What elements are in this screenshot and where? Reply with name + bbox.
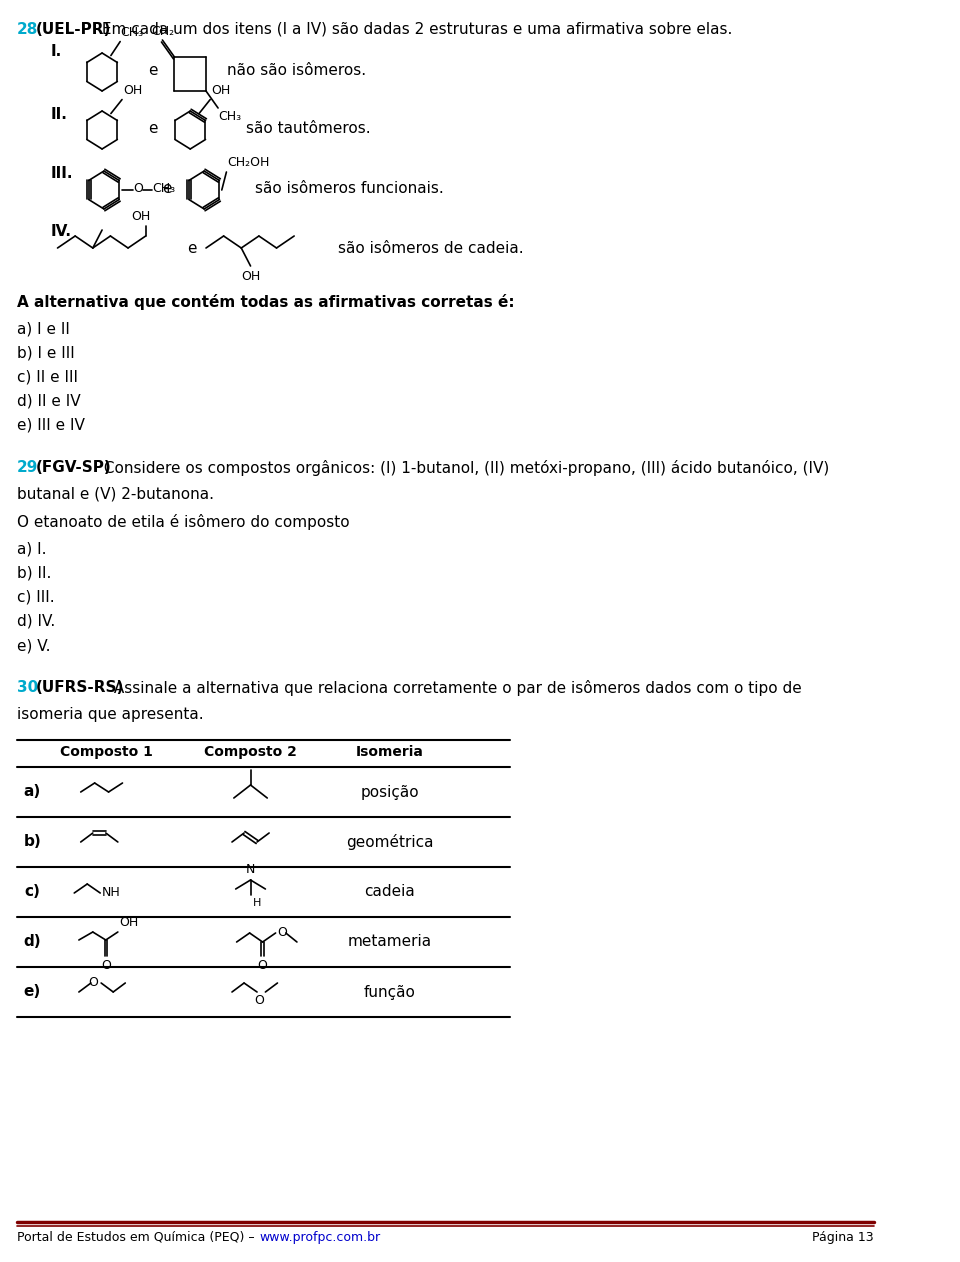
Text: O: O xyxy=(88,977,98,989)
Text: 29: 29 xyxy=(16,461,38,475)
Text: e: e xyxy=(187,241,197,256)
Text: OH: OH xyxy=(211,83,230,97)
Text: OH: OH xyxy=(120,916,139,929)
Text: II.: II. xyxy=(51,107,68,122)
Text: (UFRS-RS): (UFRS-RS) xyxy=(36,680,124,695)
Text: d): d) xyxy=(24,934,41,949)
Text: A alternativa que contém todas as afirmativas corretas é:: A alternativa que contém todas as afirma… xyxy=(16,294,515,310)
Text: não são isômeros.: não são isômeros. xyxy=(228,63,367,78)
Text: a) I.: a) I. xyxy=(16,541,46,557)
Text: Portal de Estudos em Química (PEQ) –: Portal de Estudos em Química (PEQ) – xyxy=(16,1230,258,1244)
Text: c) II e III: c) II e III xyxy=(16,370,78,385)
Text: Em cada um dos itens (I a IV) são dadas 2 estruturas e uma afirmativa sobre elas: Em cada um dos itens (I a IV) são dadas … xyxy=(97,21,732,37)
Text: O: O xyxy=(254,994,264,1007)
Text: 30: 30 xyxy=(16,680,38,695)
Text: são isômeros funcionais.: são isômeros funcionais. xyxy=(255,182,444,197)
Text: O: O xyxy=(133,183,143,196)
Text: c) III.: c) III. xyxy=(16,591,55,604)
Text: IV.: IV. xyxy=(51,223,72,239)
Text: CH₃: CH₃ xyxy=(153,183,176,196)
Text: a) I e II: a) I e II xyxy=(16,322,69,337)
Text: H: H xyxy=(252,899,261,907)
Text: O: O xyxy=(277,926,287,939)
Text: 28: 28 xyxy=(16,21,38,37)
Text: I.: I. xyxy=(51,44,62,59)
Text: O: O xyxy=(101,959,110,972)
Text: N: N xyxy=(246,863,255,876)
Text: b) II.: b) II. xyxy=(16,565,51,581)
Text: d) II e IV: d) II e IV xyxy=(16,394,81,409)
Text: posição: posição xyxy=(360,785,420,800)
Text: e) III e IV: e) III e IV xyxy=(16,418,84,433)
Text: CH₂: CH₂ xyxy=(151,25,174,38)
Text: e: e xyxy=(162,182,172,197)
Text: OH: OH xyxy=(132,209,151,223)
Text: Página 13: Página 13 xyxy=(812,1230,875,1244)
Text: NH: NH xyxy=(102,886,121,900)
Text: Composto 1: Composto 1 xyxy=(60,745,154,758)
Text: OH: OH xyxy=(241,270,260,283)
Text: d) IV.: d) IV. xyxy=(16,615,55,628)
Text: e: e xyxy=(149,63,158,78)
Text: a): a) xyxy=(24,785,41,800)
Text: CH₂OH: CH₂OH xyxy=(228,156,270,169)
Text: são isômeros de cadeia.: são isômeros de cadeia. xyxy=(338,241,523,256)
Text: isomeria que apresenta.: isomeria que apresenta. xyxy=(16,707,204,722)
Text: (FGV-SP): (FGV-SP) xyxy=(36,461,111,475)
Text: e) V.: e) V. xyxy=(16,639,50,652)
Text: Isomeria: Isomeria xyxy=(356,745,423,758)
Text: c): c) xyxy=(25,885,40,900)
Text: Considere os compostos orgânicos: (I) 1-butanol, (II) metóxi-propano, (III) ácid: Considere os compostos orgânicos: (I) 1-… xyxy=(99,461,829,476)
Text: www.profpc.com.br: www.profpc.com.br xyxy=(260,1230,381,1244)
Text: OH: OH xyxy=(123,83,142,97)
Text: geométrica: geométrica xyxy=(346,834,434,851)
Text: b): b) xyxy=(24,834,41,849)
Text: III.: III. xyxy=(51,167,74,180)
Text: O: O xyxy=(257,959,268,972)
Text: CH₃: CH₃ xyxy=(120,25,143,39)
Text: Composto 2: Composto 2 xyxy=(204,745,297,758)
Text: b) I e III: b) I e III xyxy=(16,346,75,361)
Text: CH₃: CH₃ xyxy=(218,110,241,122)
Text: são tautômeros.: são tautômeros. xyxy=(246,121,371,136)
Text: metameria: metameria xyxy=(348,934,432,949)
Text: butanal e (V) 2-butanona.: butanal e (V) 2-butanona. xyxy=(16,487,214,502)
Text: Assinale a alternativa que relaciona corretamente o par de isômeros dados com o : Assinale a alternativa que relaciona cor… xyxy=(109,680,803,697)
Text: O etanoato de etila é isômero do composto: O etanoato de etila é isômero do compost… xyxy=(16,514,349,530)
Text: e): e) xyxy=(24,984,41,1000)
Text: cadeia: cadeia xyxy=(365,885,415,900)
Text: (UEL-PR): (UEL-PR) xyxy=(36,21,110,37)
Text: função: função xyxy=(364,984,416,1000)
Text: e: e xyxy=(149,121,158,136)
